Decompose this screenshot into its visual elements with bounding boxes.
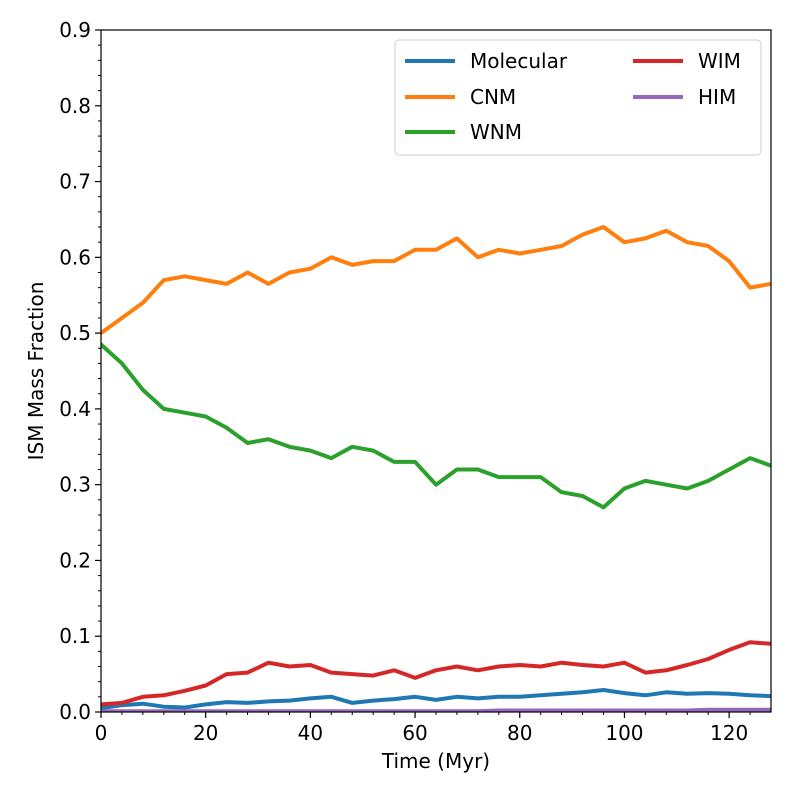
y-tick-label: 0.3 xyxy=(59,473,91,497)
series-line-him xyxy=(101,707,771,712)
legend-label-wim: WIM xyxy=(698,49,741,73)
y-tick-label: 0.0 xyxy=(59,700,91,724)
y-tick-label: 0.5 xyxy=(59,321,91,345)
series-layer xyxy=(101,225,771,712)
legend-label-wnm: WNM xyxy=(470,120,522,144)
x-axis: 0 20 40 60 80 100 120 xyxy=(95,712,751,745)
legend: Molecular CNM WNM WIM HIM xyxy=(394,39,762,156)
legend-label-him: HIM xyxy=(698,85,736,109)
y-tick-label: 0.8 xyxy=(59,94,91,118)
x-axis-label: Time (Myr) xyxy=(381,749,490,773)
series-line-cnm xyxy=(101,225,771,336)
legend-box xyxy=(394,39,762,156)
legend-label-molecular: Molecular xyxy=(470,49,568,73)
y-tick-label: 0.1 xyxy=(59,624,91,648)
x-tick-label: 40 xyxy=(298,721,323,745)
series-line-wim xyxy=(101,640,771,707)
x-tick-label: 120 xyxy=(710,721,748,745)
x-tick-label: 100 xyxy=(605,721,643,745)
y-tick-label: 0.4 xyxy=(59,397,91,421)
legend-label-cnm: CNM xyxy=(470,85,516,109)
series-line-wnm xyxy=(101,342,771,510)
y-tick-label: 0.6 xyxy=(59,245,91,269)
y-axis-label: ISM Mass Fraction xyxy=(24,282,48,461)
x-tick-label: 60 xyxy=(402,721,427,745)
x-tick-label: 0 xyxy=(95,721,108,745)
y-tick-label: 0.2 xyxy=(59,548,91,572)
x-tick-label: 80 xyxy=(507,721,532,745)
y-axis: 0.0 0.1 0.2 0.3 0.4 0.5 0.6 0.7 0.8 0.9 xyxy=(59,18,101,724)
y-tick-label: 0.7 xyxy=(59,170,91,194)
y-tick-label: 0.9 xyxy=(59,18,91,42)
x-tick-label: 20 xyxy=(193,721,218,745)
series-line-molecular xyxy=(101,688,771,711)
